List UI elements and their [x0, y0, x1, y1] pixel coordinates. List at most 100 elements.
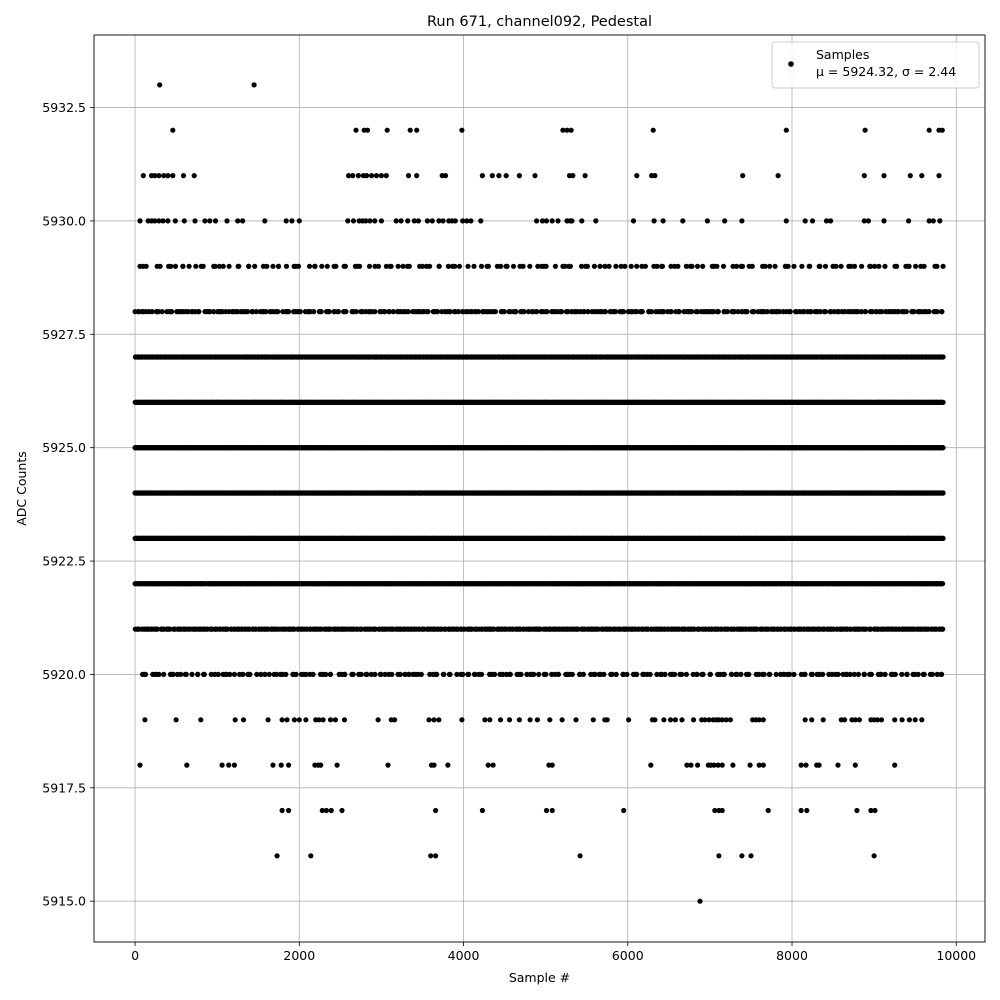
data-point [765, 807, 771, 814]
data-point [516, 717, 523, 723]
data-point [414, 127, 420, 133]
data-point [180, 263, 186, 269]
data-point [212, 263, 218, 269]
data-point [611, 309, 617, 315]
data-point [200, 263, 206, 269]
data-point [869, 309, 875, 315]
data-point [202, 218, 208, 224]
data-point [503, 263, 509, 269]
data-point [286, 762, 292, 768]
data-point [400, 263, 406, 269]
data-point [156, 173, 162, 179]
data-point [353, 309, 359, 315]
data-point [452, 218, 458, 224]
data-point [372, 309, 378, 315]
data-point [559, 717, 565, 723]
data-point [405, 173, 412, 179]
data-point [414, 173, 420, 179]
data-point [335, 309, 341, 315]
data-point [767, 263, 773, 269]
data-point [652, 717, 658, 723]
data-point [308, 853, 314, 859]
data-point [715, 762, 721, 768]
data-point [383, 173, 389, 179]
data-point [286, 807, 292, 814]
data-point [652, 173, 658, 179]
data-point [622, 263, 628, 269]
data-point [940, 263, 946, 269]
data-point [159, 309, 165, 315]
data-point [455, 309, 461, 315]
data-point [720, 263, 727, 269]
data-point [856, 717, 863, 723]
data-point [621, 807, 627, 814]
data-point [471, 263, 477, 269]
data-point [431, 717, 437, 723]
data-point [871, 853, 877, 859]
data-point [152, 218, 158, 224]
data-point [442, 173, 449, 179]
data-point [193, 263, 199, 269]
data-point [482, 717, 488, 723]
data-point [479, 807, 485, 814]
data-point [854, 807, 860, 814]
data-point [312, 263, 318, 269]
data-point [383, 263, 389, 269]
data-point [659, 263, 666, 269]
data-point [626, 717, 632, 723]
data-point [353, 127, 359, 133]
data-point [639, 309, 645, 315]
data-point [452, 263, 458, 269]
data-point [479, 173, 485, 179]
data-point [161, 173, 167, 179]
data-point [196, 309, 202, 315]
data-point [181, 218, 187, 224]
data-point [783, 218, 789, 224]
data-point [569, 218, 575, 224]
data-point [543, 218, 550, 224]
data-point [804, 807, 810, 814]
data-point [367, 218, 373, 224]
data-point [803, 762, 809, 768]
data-point [756, 717, 762, 723]
data-point [433, 853, 439, 859]
data-point [667, 717, 674, 723]
data-point [802, 717, 808, 723]
data-point [555, 218, 561, 224]
data-point [478, 263, 485, 269]
data-point [366, 263, 373, 269]
data-point [490, 762, 496, 768]
data-point [284, 717, 290, 723]
data-point [679, 717, 685, 723]
data-point [881, 218, 887, 224]
data-point [852, 762, 858, 768]
data-point [332, 717, 338, 723]
data-point [861, 173, 867, 179]
data-point [501, 309, 507, 315]
data-point [426, 717, 432, 723]
data-point [668, 309, 674, 315]
data-point [938, 309, 945, 315]
data-point [503, 173, 509, 179]
data-point [680, 218, 686, 224]
data-point [246, 263, 252, 269]
data-point [892, 717, 898, 723]
data-point [169, 309, 175, 315]
data-point [186, 263, 192, 269]
data-point [447, 309, 453, 315]
data-point [838, 263, 844, 269]
data-point [791, 263, 797, 269]
data-point [711, 309, 717, 315]
data-point [564, 127, 570, 133]
data-point [198, 717, 204, 723]
data-point [801, 309, 807, 315]
data-point [407, 127, 413, 133]
data-point [695, 762, 701, 768]
data-point [739, 263, 746, 269]
data-point [660, 218, 666, 224]
data-point [940, 445, 946, 451]
data-point [384, 127, 390, 133]
data-point [160, 218, 166, 224]
data-point [817, 309, 824, 315]
